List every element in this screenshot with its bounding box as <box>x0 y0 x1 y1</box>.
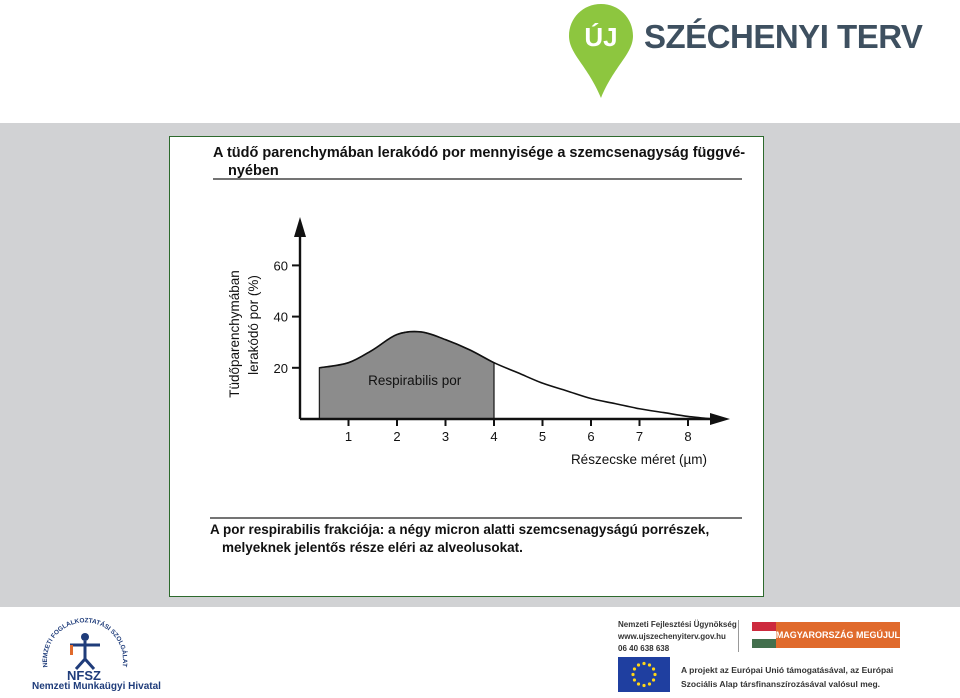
slide-heading-line-1: A tüdő parenchymában lerakódó por mennyi… <box>213 145 745 161</box>
x-axis-label: Részecske méret (µm) <box>571 452 707 467</box>
x-tick-label: 2 <box>393 429 400 444</box>
eu-star <box>631 672 635 677</box>
y-axis-arrow <box>294 217 306 237</box>
eu-star <box>636 663 641 667</box>
slide-caption-line-1: A por respirabilis frakciója: a négy mic… <box>210 522 709 537</box>
eu-star <box>632 678 637 682</box>
slide-caption-line-2: melyeknek jelentős része eléri az alveol… <box>222 540 523 555</box>
x-tick-label: 5 <box>539 429 546 444</box>
chart-svg: A tüdő parenchymában lerakódó por mennyi… <box>210 145 749 555</box>
agency-name: Nemzeti Fejlesztési Ügynökség <box>618 620 737 629</box>
x-tick-label: 6 <box>587 429 594 444</box>
respirable-label: Respirabilis por <box>368 373 462 388</box>
magyarorszag-megujul-badge: MAGYARORSZÁG MEGÚJUL <box>752 622 900 649</box>
slide-heading-line-2: nyében <box>228 163 279 179</box>
mo-badge-text: MAGYARORSZÁG MEGÚJUL <box>775 622 900 648</box>
y-axis-label-line-1: Tüdőparenchymában <box>227 270 242 398</box>
map-pin-icon: ÚJ <box>569 4 633 98</box>
slide-panel: A tüdő parenchymában lerakódó por mennyi… <box>169 136 764 597</box>
hungarian-flag-icon <box>752 622 776 649</box>
slide-heading: A tüdő parenchymában lerakódó por mennyi… <box>213 145 749 179</box>
agency-url: www.ujszechenyiterv.gov.hu <box>618 632 726 641</box>
x-tick-label: 3 <box>442 429 449 444</box>
slide-caption: A por respirabilis frakciója: a négy mic… <box>210 522 713 555</box>
eu-funding-line-1: A projekt az Európai Unió támogatásával,… <box>681 665 894 675</box>
deposition-curve <box>319 330 713 420</box>
x-tick-label: 8 <box>684 429 691 444</box>
eu-star <box>651 678 656 682</box>
y-tick-label: 60 <box>274 258 288 273</box>
eu-star <box>636 682 641 686</box>
nfsz-full-name: Nemzeti Munkaügyi Hivatal <box>32 681 161 692</box>
eu-funding-note: A projekt az Európai Unió támogatásával,… <box>681 663 893 691</box>
agency-block: Nemzeti Fejlesztési Ügynökség www.ujszec… <box>618 619 737 655</box>
eu-flag-icon <box>618 657 670 692</box>
nfsz-logo-icon: NEMZETI FOGLALKOZTATÁSI SZOLGÁLAT <box>42 617 130 671</box>
footer-divider <box>738 620 739 652</box>
eu-star <box>647 682 652 686</box>
eu-star <box>647 663 652 667</box>
header-band: ÚJ SZÉCHENYI TERV <box>0 0 960 123</box>
x-tick-label: 7 <box>636 429 643 444</box>
x-axis-arrow <box>710 413 730 425</box>
y-tick-label: 40 <box>274 310 288 325</box>
eu-star <box>642 683 646 688</box>
y-axis-label-line-2: lerakódó por (%) <box>246 275 261 375</box>
agency-phone: 06 40 638 638 <box>618 644 670 653</box>
eu-star <box>642 661 646 666</box>
eu-star <box>632 667 637 671</box>
x-tick-label: 1 <box>345 429 352 444</box>
y-tick-label: 20 <box>274 361 288 376</box>
eu-funding-line-2: Szociális Alap társfinanszírozásával val… <box>681 679 881 689</box>
chart-area: 20 40 60 1 2 3 4 5 6 7 8 Respirabilis por Részecske … <box>227 217 730 467</box>
logo-wordmark: SZÉCHENYI TERV <box>644 18 923 55</box>
x-tick-label: 4 <box>490 429 497 444</box>
eu-star <box>651 667 656 671</box>
eu-star <box>653 672 657 677</box>
logo-badge-text: ÚJ <box>584 22 617 52</box>
nfsz-short-name: NFSZ <box>67 668 101 683</box>
